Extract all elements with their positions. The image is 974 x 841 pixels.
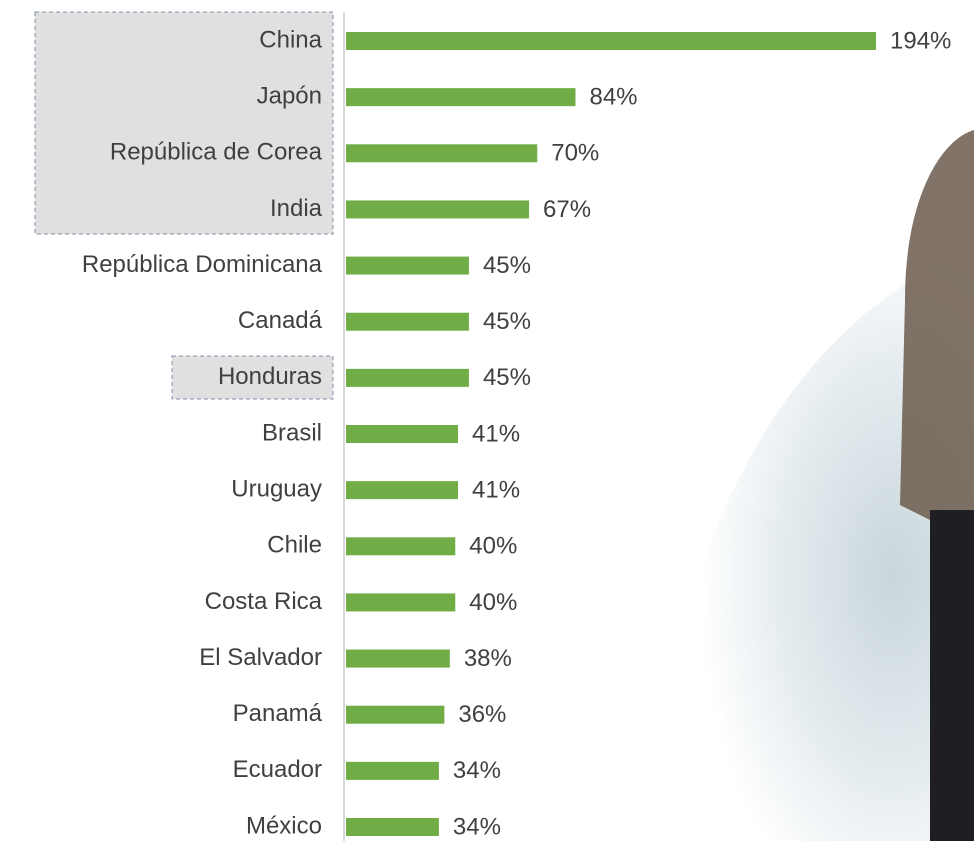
- y-tick-label: India: [270, 195, 323, 222]
- value-label: 34%: [453, 813, 501, 840]
- bar: [346, 256, 469, 275]
- bar: [346, 481, 459, 500]
- y-tick-label: El Salvador: [199, 644, 322, 671]
- value-label: 41%: [472, 476, 520, 503]
- value-label: 40%: [469, 589, 517, 616]
- y-tick-label: Chile: [267, 532, 322, 559]
- highlight-box: [171, 355, 334, 400]
- bar: [346, 88, 576, 107]
- bar: [346, 593, 456, 612]
- bar: [346, 200, 530, 219]
- y-tick-label: República Dominicana: [82, 251, 323, 278]
- value-label: 45%: [483, 252, 531, 279]
- value-label: 67%: [543, 196, 591, 223]
- y-tick-label: Costa Rica: [205, 588, 323, 615]
- value-label: 45%: [483, 308, 531, 335]
- y-tick-label: Brasil: [262, 419, 322, 446]
- value-label: 34%: [453, 757, 501, 784]
- bar: [346, 649, 450, 668]
- value-label: 40%: [469, 533, 517, 560]
- y-tick-label: Ecuador: [233, 756, 322, 783]
- bar: [346, 761, 439, 780]
- highlight-box: [34, 11, 334, 235]
- y-tick-label: Uruguay: [231, 475, 322, 502]
- y-tick-label: México: [246, 812, 322, 839]
- bar: [346, 368, 469, 387]
- y-tick-label: Honduras: [218, 363, 322, 390]
- bar: [346, 32, 876, 50]
- bar: [346, 425, 459, 443]
- value-label: 70%: [551, 140, 599, 167]
- value-label: 84%: [589, 83, 637, 110]
- bar: [346, 818, 439, 836]
- bar: [346, 144, 538, 163]
- y-tick-label: China: [259, 26, 322, 53]
- bar: [346, 705, 445, 724]
- y-tick-label: República de Corea: [110, 139, 323, 166]
- value-label: 36%: [458, 701, 506, 728]
- value-label: 38%: [464, 645, 512, 672]
- background-photo: [650, 130, 974, 841]
- value-label: 45%: [483, 364, 531, 391]
- value-label: 41%: [472, 420, 520, 447]
- y-tick-label: Panamá: [233, 700, 323, 727]
- bar: [346, 312, 469, 331]
- value-label: 194%: [890, 27, 951, 54]
- bar: [346, 537, 456, 556]
- y-tick-label: Japón: [257, 82, 322, 109]
- y-tick-label: Canadá: [238, 307, 323, 334]
